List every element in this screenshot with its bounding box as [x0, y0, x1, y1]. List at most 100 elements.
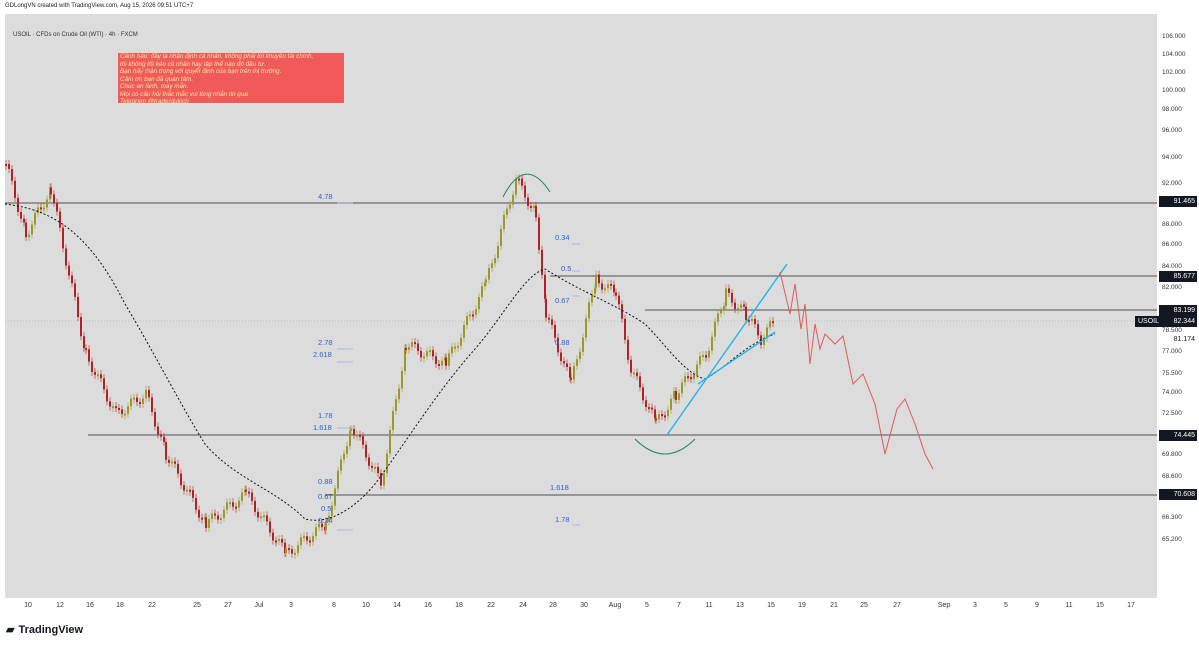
candle-body — [118, 408, 120, 411]
candle-body — [77, 296, 79, 318]
candle-body — [275, 540, 277, 543]
candle-body — [315, 527, 317, 537]
top-bar: GDLongVN created with TradingView.com, A… — [0, 0, 1199, 14]
fib-label: 2.618 — [313, 350, 332, 359]
candle-body — [545, 298, 547, 318]
candle-body — [445, 357, 447, 366]
candle-body — [654, 409, 656, 419]
fib-label: 0.34 — [555, 233, 570, 242]
candle-body — [235, 506, 237, 509]
candle-body — [500, 228, 502, 247]
candle-body — [485, 279, 487, 283]
candle-body — [163, 436, 165, 443]
candle-body — [139, 402, 141, 405]
candle-body — [681, 382, 683, 394]
candle-body — [670, 398, 672, 410]
price-tick: 102.000 — [1162, 69, 1186, 76]
candle-body — [745, 306, 747, 320]
symbol-label[interactable]: USOIL · CFDs on Crude Oil (WTI) · 4h · F… — [13, 32, 138, 38]
candle-body — [46, 199, 48, 208]
candle-body — [699, 356, 701, 365]
price-tick: 94.000 — [1162, 154, 1182, 161]
note-line-2: tôi không tối kéo cả nhân hay tập thể nà… — [120, 60, 266, 68]
candle-body — [97, 374, 99, 377]
time-label: 9 — [1035, 602, 1039, 609]
price-chart[interactable] — [5, 14, 1157, 598]
candle-body — [251, 492, 253, 501]
candle-body — [395, 399, 397, 412]
time-label: 18 — [455, 602, 463, 609]
candle-body — [658, 414, 660, 420]
candle-body — [318, 523, 320, 528]
candle-body — [189, 489, 191, 492]
candle-body — [109, 401, 111, 407]
candle-body — [398, 388, 400, 400]
candle-body — [557, 337, 559, 353]
fib-label: 0.88 — [318, 477, 333, 486]
candle-body — [349, 430, 351, 446]
time-label: 28 — [549, 602, 557, 609]
candle-body — [309, 540, 311, 543]
candle-body — [690, 377, 692, 380]
candle-body — [59, 211, 61, 228]
candle-body — [238, 500, 240, 508]
time-label: Jul — [254, 602, 264, 609]
candle-body — [198, 509, 200, 518]
candle-body — [211, 513, 213, 520]
candle-body — [124, 413, 126, 416]
candle-body — [441, 360, 443, 366]
candle-body — [466, 316, 468, 326]
price-tick: 74.000 — [1162, 389, 1182, 396]
note-line-5: Chúc an lành, may mắn. — [120, 83, 189, 90]
candle-body — [478, 297, 480, 310]
time-label: Aug — [608, 602, 622, 609]
candle-body — [297, 545, 299, 553]
candle-body — [705, 355, 707, 358]
candle-body — [624, 318, 626, 340]
time-label: 5 — [1004, 602, 1008, 609]
time-label: 27 — [893, 602, 901, 609]
candle-body — [50, 187, 52, 195]
candle-body — [284, 542, 286, 553]
candle-body — [621, 304, 623, 319]
candle-body — [220, 518, 222, 521]
candle-body — [538, 217, 540, 250]
time-axis[interactable]: 10 12 16 18 22 25 27 Jul 3 8 10 14 16 18 22 24 28 30 Aug 5 7… — [5, 598, 1157, 616]
candle-body — [743, 304, 745, 307]
tradingview-logo[interactable]: ▰ TradingView — [6, 623, 83, 636]
time-label: 22 — [487, 602, 495, 609]
price-tick: 106.000 — [1162, 33, 1186, 40]
price-tick: 104.000 — [1162, 51, 1186, 58]
candle-body — [763, 338, 765, 345]
candle-body — [595, 274, 597, 288]
candle-body — [766, 327, 768, 339]
candle-body — [432, 350, 434, 357]
candle-body — [615, 292, 617, 296]
candle-body — [43, 207, 45, 210]
candle-body — [386, 453, 388, 474]
candle-body — [303, 536, 305, 539]
candle-body — [91, 361, 93, 372]
time-label: 25 — [193, 602, 201, 609]
candle-body — [451, 346, 453, 354]
candle-body — [515, 178, 517, 195]
price-tag: 83.199 — [1159, 305, 1197, 316]
time-label: 3 — [289, 602, 293, 609]
candle-body — [88, 349, 90, 362]
candle-body — [684, 376, 686, 383]
fib-label: 1.618 — [550, 483, 569, 492]
candle-body — [651, 407, 653, 410]
candle-body — [570, 377, 572, 380]
time-label: 19 — [798, 602, 806, 609]
candle-body — [598, 274, 600, 284]
candle-body — [563, 361, 565, 364]
chart-area[interactable]: USOIL · CFDs on Crude Oil (WTI) · 4h · F… — [5, 14, 1157, 611]
warning-note[interactable]: Cảnh báo: đây là nhận định cá nhân, khôn… — [118, 53, 344, 105]
top-arc — [502, 173, 551, 198]
tv-logo-icon: ▰ — [6, 624, 15, 636]
candle-body — [627, 339, 629, 360]
candle-body — [521, 178, 523, 186]
candle-body — [591, 293, 593, 303]
candle-body — [772, 321, 774, 324]
candle-body — [460, 337, 462, 346]
